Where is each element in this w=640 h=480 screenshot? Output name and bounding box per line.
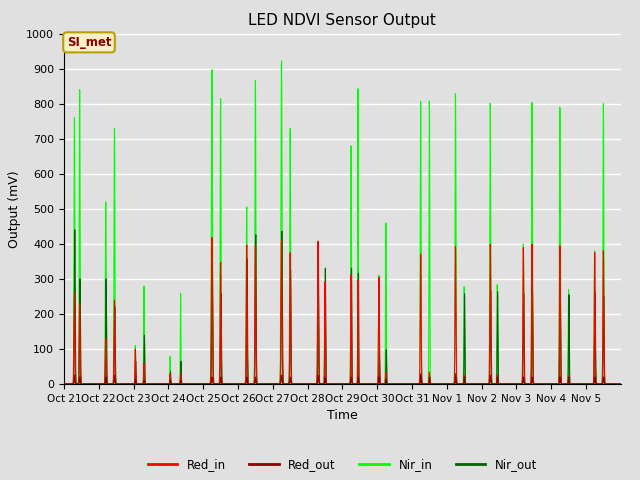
Y-axis label: Output (mV): Output (mV) <box>8 170 20 248</box>
Text: SI_met: SI_met <box>67 36 111 49</box>
Legend: Red_in, Red_out, Nir_in, Nir_out: Red_in, Red_out, Nir_in, Nir_out <box>143 454 542 476</box>
X-axis label: Time: Time <box>327 409 358 422</box>
Title: LED NDVI Sensor Output: LED NDVI Sensor Output <box>248 13 436 28</box>
